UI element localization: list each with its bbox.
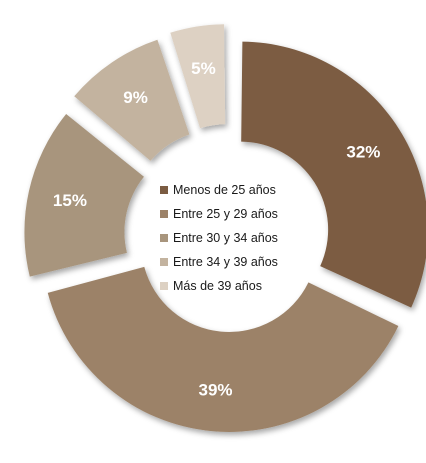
- legend-swatch: [160, 258, 168, 266]
- donut-slice-4: [74, 39, 190, 161]
- legend-item-4: Entre 34 y 39 años: [160, 250, 320, 274]
- legend-swatch: [160, 282, 168, 290]
- legend-label: Entre 25 y 29 años: [173, 207, 278, 221]
- slice-value-label-3: 15%: [53, 191, 87, 210]
- slice-value-label-5: 5%: [191, 59, 216, 78]
- slice-value-label-2: 39%: [198, 380, 232, 399]
- donut-slice-2: [47, 266, 399, 432]
- slice-value-labels: 32% 39% 15% 9% 5%: [53, 59, 380, 399]
- legend-swatch: [160, 186, 168, 194]
- slice-value-label-4: 9%: [123, 88, 148, 107]
- legend-label: Más de 39 años: [173, 279, 262, 293]
- legend-item-1: Menos de 25 años: [160, 178, 320, 202]
- donut-slice-5: [170, 24, 226, 129]
- donut-slices: [24, 24, 426, 432]
- legend-swatch: [160, 234, 168, 242]
- legend-label: Entre 34 y 39 años: [173, 255, 278, 269]
- legend-swatch: [160, 210, 168, 218]
- legend-label: Entre 30 y 34 años: [173, 231, 278, 245]
- slice-value-label-1: 32%: [346, 142, 380, 161]
- donut-slice-3: [24, 113, 144, 277]
- legend-item-5: Más de 39 años: [160, 274, 320, 298]
- legend-item-2: Entre 25 y 29 años: [160, 202, 320, 226]
- legend-label: Menos de 25 años: [173, 183, 276, 197]
- chart-legend: Menos de 25 años Entre 25 y 29 años Entre …: [160, 178, 320, 298]
- donut-slice-1: [241, 41, 426, 308]
- legend-item-3: Entre 30 y 34 años: [160, 226, 320, 250]
